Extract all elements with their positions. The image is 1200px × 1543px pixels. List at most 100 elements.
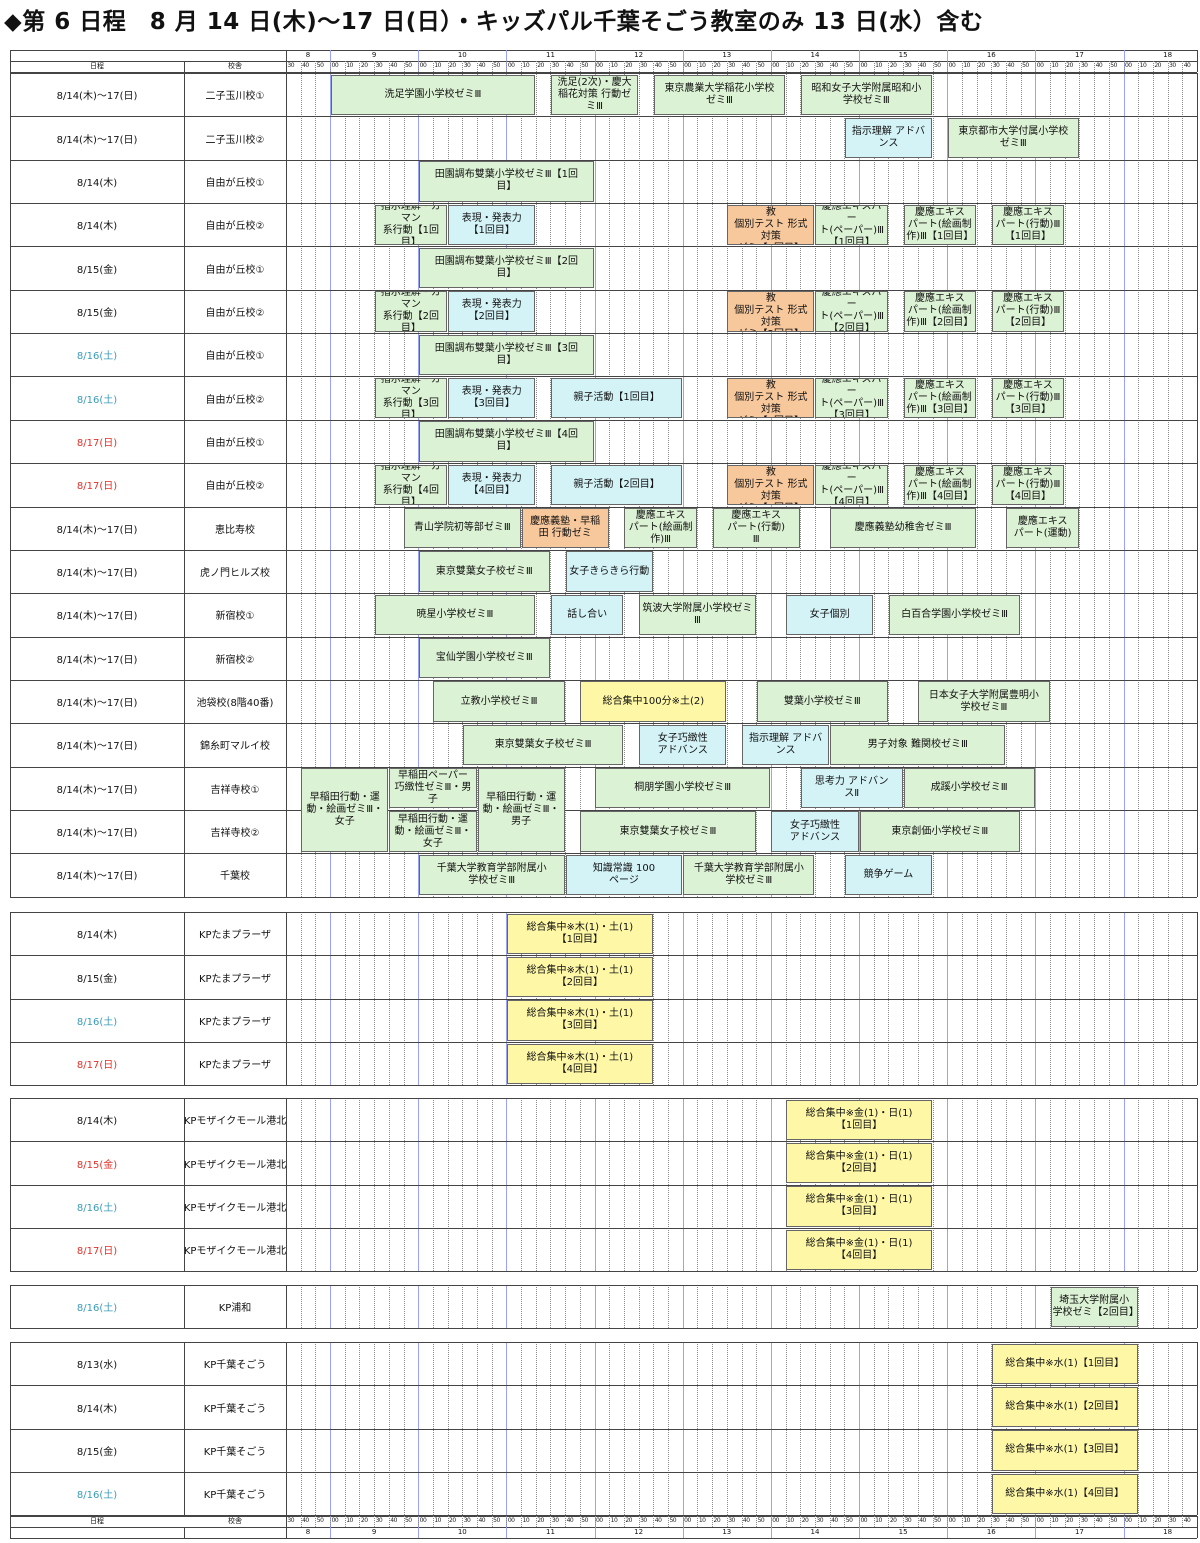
- class-block[interactable]: 白百合学園小学校ゼミⅢ: [888, 594, 1021, 636]
- class-block[interactable]: 東京雙葉女子校ゼミⅢ: [580, 811, 756, 852]
- class-block[interactable]: 慶應エキス パート(絵画制 作)Ⅲ【3回目】: [903, 377, 977, 419]
- class-block[interactable]: 総合集中100分※土(2): [580, 681, 727, 722]
- hour-label: 9: [371, 51, 377, 59]
- tick-divider: [638, 61, 640, 72]
- class-block[interactable]: 総合集中※水(1)【1回目】: [991, 1343, 1138, 1384]
- class-block[interactable]: 早稲田ペーパー 巧緻性ゼミⅢ・男 子: [389, 768, 477, 809]
- class-block[interactable]: 千葉大学教育学部附属小 学校ゼミⅢ: [418, 854, 565, 896]
- class-block[interactable]: 早稲田行動・運 動・絵画ゼミⅢ・ 男子: [477, 768, 565, 852]
- class-block[interactable]: 総合集中※金(1)・日(1) 【4回目】: [786, 1229, 932, 1270]
- row-line: [10, 116, 1197, 118]
- class-block[interactable]: 慶應エキス パート(絵画制 作)Ⅲ【4回目】: [903, 464, 977, 505]
- class-block[interactable]: 総合集中※水(1)【4回目】: [991, 1473, 1138, 1514]
- class-block[interactable]: 話し合い: [550, 594, 624, 636]
- class-block[interactable]: 慶應エキスパー ト(ペーパー)Ⅲ 【1回目】: [815, 204, 888, 245]
- class-block[interactable]: 総合集中※木(1)・土(1) 【4回目】: [506, 1043, 653, 1084]
- class-block[interactable]: 学習院・成蹊・立教 個別テスト 形式対策 ゼミ【4回目】: [727, 464, 815, 505]
- class-block[interactable]: 女子巧緻性 アドバンス: [639, 724, 727, 766]
- class-block[interactable]: 指示理解・ガマン 系行動【3回目】: [374, 377, 448, 419]
- class-block[interactable]: 慶應エキスパー ト(ペーパー)Ⅲ 【3回目】: [815, 377, 888, 419]
- class-block[interactable]: 親子活動【2回目】: [550, 464, 683, 505]
- class-block[interactable]: 表現・発表力 【1回目】: [448, 204, 536, 245]
- class-block[interactable]: 東京雙葉女子校ゼミⅢ: [418, 551, 550, 592]
- class-block[interactable]: 表現・発表力 【3回目】: [448, 377, 536, 419]
- class-block[interactable]: 学習院・成蹊・立教 個別テスト 形式対策 ゼミ【2回目】: [727, 291, 815, 332]
- class-block[interactable]: 慶應エキス パート(行動) Ⅲ: [712, 508, 800, 549]
- class-block[interactable]: 指示理解 アドバ ンス: [844, 117, 932, 159]
- class-block[interactable]: 東京雙葉女子校ゼミⅢ: [462, 724, 624, 766]
- class-block[interactable]: 思考力 アドバン スⅡ: [800, 768, 903, 809]
- tick-divider: [477, 61, 479, 72]
- class-block[interactable]: 東京都市大学付属小学校 ゼミⅢ: [947, 117, 1079, 159]
- class-block[interactable]: 総合集中※水(1)【2回目】: [991, 1386, 1138, 1428]
- class-block[interactable]: 昭和女子大学附属昭和小 学校ゼミⅢ: [800, 74, 932, 115]
- class-block[interactable]: 指示理解・ガマン 系行動【4回目】: [374, 464, 448, 505]
- class-block[interactable]: 表現・発表力 【2回目】: [448, 291, 536, 332]
- class-block[interactable]: 競争ゲーム: [844, 854, 932, 896]
- minute-line: [565, 1285, 567, 1329]
- row-date: 8/17(日): [76, 437, 118, 449]
- class-block[interactable]: 学習院・成蹊・立教 個別テスト 形式対策 ゼミ【3回目】: [727, 377, 815, 419]
- class-block[interactable]: 慶應義塾幼稚舎ゼミⅢ: [830, 508, 977, 549]
- tick-divider: [1094, 61, 1096, 72]
- class-block[interactable]: 桐朋学園小学校ゼミⅢ: [595, 768, 771, 809]
- class-block[interactable]: 慶應エキスパー ト(ペーパー)Ⅲ 【4回目】: [815, 464, 888, 505]
- minute-tick: 00: [772, 62, 779, 69]
- class-block[interactable]: 成蹊小学校ゼミⅢ: [903, 768, 1035, 809]
- class-block[interactable]: 慶應義塾・早稲 田 行動ゼミ: [521, 508, 609, 549]
- class-block[interactable]: 指示理解・ガマン 系行動【1回目】: [374, 204, 448, 245]
- class-block[interactable]: 埼玉大学附属小 学校ゼミ【2回目】: [1050, 1286, 1138, 1327]
- class-block[interactable]: 総合集中※木(1)・土(1) 【3回目】: [506, 1000, 653, 1041]
- class-block[interactable]: 総合集中※金(1)・日(1) 【3回目】: [786, 1186, 932, 1227]
- class-block[interactable]: 慶應エキス パート(絵画制 作)Ⅲ【2回目】: [903, 291, 977, 332]
- class-block[interactable]: 東京農業大学稲花小学校 ゼミⅢ: [653, 74, 786, 115]
- class-block[interactable]: 慶應エキス パート(行動)Ⅲ 【3回目】: [991, 377, 1065, 419]
- minute-tick: 20: [449, 1517, 456, 1524]
- class-block[interactable]: 慶應エキス パート(絵画制 作)Ⅲ: [624, 508, 697, 549]
- class-block[interactable]: 立教小学校ゼミⅢ: [433, 681, 565, 722]
- class-block[interactable]: 筑波大学附属小学校ゼミ Ⅲ: [639, 594, 756, 636]
- class-block[interactable]: 総合集中※木(1)・土(1) 【1回目】: [506, 913, 653, 954]
- class-block[interactable]: 慶應エキス パート(行動)Ⅲ 【1回目】: [991, 204, 1065, 245]
- class-block[interactable]: 暁星小学校ゼミⅢ: [374, 594, 536, 636]
- class-block[interactable]: 田園調布雙葉小学校ゼミⅢ【1回 目】: [418, 161, 595, 202]
- class-block[interactable]: 慶應エキスパー ト(ペーパー)Ⅲ 【2回目】: [815, 291, 888, 332]
- class-block[interactable]: 田園調布雙葉小学校ゼミⅢ【2回 目】: [418, 247, 595, 289]
- class-block[interactable]: 千葉大学教育学部附属小 学校ゼミⅢ: [683, 854, 815, 896]
- minute-tick: 40: [1007, 62, 1015, 69]
- tick-divider: [932, 1516, 934, 1527]
- class-block[interactable]: 指示理解・ガマン 系行動【2回目】: [374, 291, 448, 332]
- class-block[interactable]: 青山学院初等部ゼミⅢ: [404, 508, 521, 549]
- class-block[interactable]: 総合集中※金(1)・日(1) 【2回目】: [786, 1142, 932, 1184]
- class-block[interactable]: 親子活動【1回目】: [550, 377, 683, 419]
- class-block[interactable]: 日本女子大学附属豊明小 学校ゼミⅢ: [918, 681, 1050, 722]
- class-block[interactable]: 雙葉小学校ゼミⅢ: [756, 681, 888, 722]
- class-block[interactable]: 総合集中※木(1)・土(1) 【2回目】: [506, 956, 653, 998]
- class-block[interactable]: 早稲田行動・運 動・絵画ゼミⅢ・ 女子: [301, 768, 389, 852]
- class-block[interactable]: 宝仙学園小学校ゼミⅢ: [418, 638, 550, 679]
- class-block[interactable]: 男子対象 難関校ゼミⅢ: [830, 724, 1006, 766]
- row-date: 8/14(木)～17(日): [56, 784, 138, 796]
- class-block[interactable]: 学習院・成蹊・立教 個別テスト 形式対策 ゼミ【1回目】: [727, 204, 815, 245]
- column-divider: [286, 1516, 287, 1538]
- class-block[interactable]: 田園調布雙葉小学校ゼミⅢ【4回 目】: [418, 421, 595, 462]
- class-block[interactable]: 指示理解 アドバ ンス: [742, 724, 830, 766]
- class-block[interactable]: 総合集中※水(1)【3回目】: [991, 1430, 1138, 1471]
- class-block[interactable]: 女子巧緻性 アドバンス: [771, 811, 859, 852]
- class-block[interactable]: 総合集中※金(1)・日(1) 【1回目】: [786, 1099, 932, 1140]
- row-school: KPモザイクモール港北: [184, 1202, 286, 1214]
- class-block[interactable]: 洗足学園小学校ゼミⅢ: [330, 74, 536, 115]
- class-block[interactable]: 知識常識 100 ページ: [565, 854, 683, 896]
- class-block[interactable]: 表現・発表力 【4回目】: [448, 464, 536, 505]
- class-block[interactable]: 慶應エキス パート(行動)Ⅲ 【2回目】: [991, 291, 1065, 332]
- class-block[interactable]: 女子きらきら行動: [565, 551, 653, 592]
- class-block[interactable]: 慶應エキス パート(絵画制 作)Ⅲ【1回目】: [903, 204, 977, 245]
- class-block[interactable]: 慶應エキス パート(行動)Ⅲ 【4回目】: [991, 464, 1065, 505]
- class-block[interactable]: 田園調布雙葉小学校ゼミⅢ【3回 目】: [418, 334, 595, 375]
- class-block[interactable]: 慶應エキス パート(運動): [1006, 508, 1079, 549]
- class-block[interactable]: 洗足(2次)・慶大 稲花対策 行動ゼ ミⅢ: [550, 74, 639, 115]
- class-block[interactable]: 早稲田行動・運 動・絵画ゼミⅢ・ 女子: [389, 811, 477, 852]
- class-block[interactable]: 東京創価小学校ゼミⅢ: [859, 811, 1021, 852]
- class-block[interactable]: 女子個別: [786, 594, 874, 636]
- row-school: 吉祥寺校②: [210, 828, 260, 840]
